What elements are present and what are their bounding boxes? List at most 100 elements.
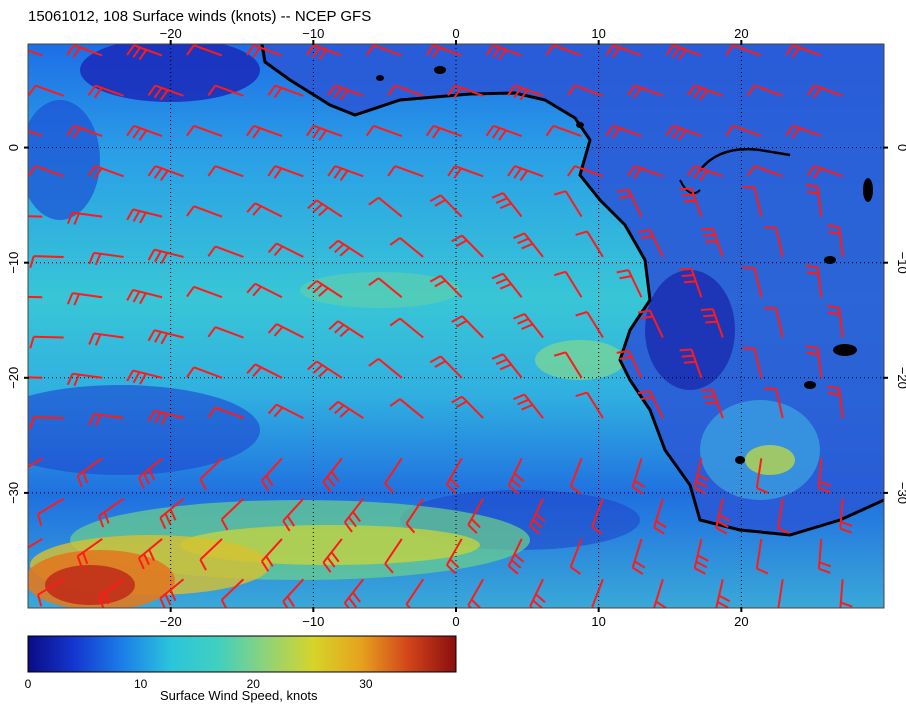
wind-barb <box>186 44 223 57</box>
wind-barb <box>507 538 525 575</box>
wind-barb <box>451 234 484 258</box>
wind-barb <box>665 44 702 61</box>
wind-barb <box>777 579 784 608</box>
wind-barb <box>199 457 223 491</box>
wind-barb <box>616 349 643 379</box>
wind-barb <box>405 498 425 534</box>
colorbar-tick-label: 0 <box>25 677 32 691</box>
wind-barb <box>389 398 424 419</box>
lat-label-left: −10 <box>6 252 21 274</box>
wind-barb <box>138 457 163 489</box>
wind-barb <box>631 458 646 495</box>
wind-barb <box>220 497 245 531</box>
wind-barb <box>827 224 844 258</box>
wind-barb <box>246 124 283 139</box>
wind-barb <box>686 165 724 182</box>
wind-barb <box>147 409 184 425</box>
wind-barb <box>507 84 544 101</box>
wind-barb <box>425 44 463 58</box>
wind-barb <box>545 124 582 138</box>
colorbar-label: Surface Wind Speed, knots <box>160 688 318 703</box>
wind-barb <box>87 165 124 179</box>
wind-barb <box>653 498 667 535</box>
wind-barb <box>605 44 642 58</box>
wind-barb <box>88 332 124 346</box>
wind-barb <box>693 538 709 575</box>
wind-barb <box>327 165 364 182</box>
wind-barb <box>207 165 244 178</box>
lon-label: 10 <box>591 26 605 41</box>
wind-barb <box>305 44 343 61</box>
wind-barb <box>28 457 43 469</box>
wind-barb <box>246 202 283 218</box>
coastline <box>260 44 884 537</box>
wind-barb <box>491 192 523 218</box>
wind-barb <box>591 498 604 535</box>
wind-barb <box>267 84 304 99</box>
wind-barb <box>207 326 244 339</box>
wind-barb <box>246 44 283 58</box>
wind-barb <box>260 538 283 572</box>
wind-barb <box>28 376 43 379</box>
frame-ticks <box>24 40 888 612</box>
wind-barb <box>425 124 463 139</box>
wind-barb <box>126 124 163 141</box>
wind-barb <box>839 498 853 534</box>
wind-barb <box>467 498 484 534</box>
wind-barb <box>147 165 184 182</box>
wind-barb <box>626 84 664 99</box>
wind-barb <box>98 497 125 528</box>
wind-barb <box>328 400 364 419</box>
wind-barb <box>553 190 583 218</box>
wind-barb <box>305 124 343 141</box>
wind-barb <box>88 413 124 427</box>
wind-barb <box>138 538 163 570</box>
colorbar-tick-label: 20 <box>247 677 261 691</box>
wind-barb <box>66 44 103 58</box>
wind-barb <box>451 395 484 419</box>
wind-barb <box>343 498 365 533</box>
wind-barb <box>368 357 403 379</box>
wind-barb <box>29 255 64 268</box>
wind-barb <box>637 309 664 338</box>
wind-barb <box>66 292 103 306</box>
wind-barb <box>806 165 843 179</box>
wind-barb <box>569 538 583 575</box>
wind-barb <box>429 355 463 379</box>
wind-barb <box>626 165 664 179</box>
wind-barb <box>29 335 64 349</box>
wind-barb <box>513 232 544 258</box>
wind-barb <box>282 497 305 532</box>
wind-barb <box>513 393 544 419</box>
wind-barb <box>282 578 305 608</box>
wind-barb <box>763 387 784 419</box>
wind-barb <box>839 579 853 608</box>
wind-barb <box>387 165 424 178</box>
wind-barb <box>827 304 844 338</box>
wind-barb <box>327 84 364 101</box>
lon-label: 10 <box>591 614 605 629</box>
wind-barb <box>679 348 703 379</box>
wind-barb <box>755 458 769 494</box>
wind-barb <box>246 282 283 299</box>
wind-barb <box>384 457 403 493</box>
wind-barb <box>447 84 484 99</box>
wind-barb <box>637 390 664 419</box>
wind-barb <box>446 538 463 575</box>
wind-barb <box>328 320 364 339</box>
lat-label-right: 0 <box>895 144 906 151</box>
wind-barb <box>447 165 484 179</box>
wind-barb <box>817 538 832 574</box>
wind-barb <box>66 372 103 387</box>
wind-barb <box>207 406 244 420</box>
wind-barb <box>545 44 582 57</box>
wind-barb <box>88 251 124 266</box>
wind-barb <box>186 124 223 138</box>
wind-barb <box>66 124 103 139</box>
lon-label: 0 <box>452 614 459 629</box>
wind-barb <box>637 228 664 258</box>
wind-barb <box>28 215 43 218</box>
gridlines <box>28 44 884 608</box>
wind-barb <box>616 188 643 218</box>
